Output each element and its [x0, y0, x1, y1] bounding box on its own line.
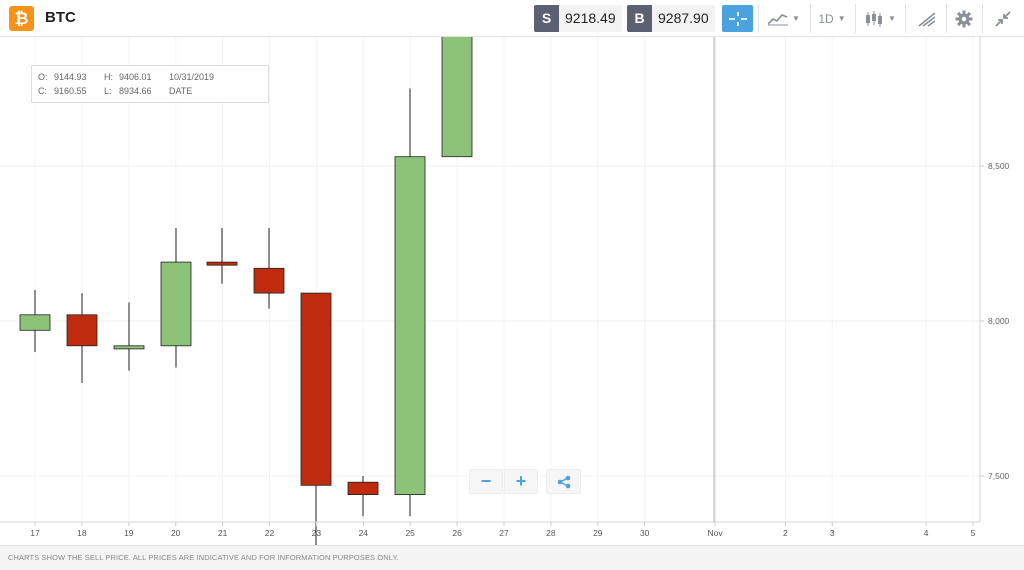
candle[interactable]: [441, 0, 473, 158]
candle[interactable]: [347, 476, 379, 517]
close-label: C:: [38, 86, 47, 96]
collapse-button[interactable]: [988, 5, 1018, 32]
candle-body-down: [206, 261, 238, 266]
settings-button[interactable]: [950, 5, 978, 32]
x-tick-label: 18: [77, 528, 87, 538]
candle[interactable]: [19, 290, 51, 352]
candlestick-icon: [866, 10, 883, 27]
chart-type-dropdown[interactable]: ▼: [860, 5, 900, 32]
buy-label: B: [627, 5, 652, 32]
x-tick-label: 17: [30, 528, 40, 538]
x-tick-label: 4: [924, 528, 929, 538]
date-label: DATE: [169, 86, 193, 96]
collapse-arrows-icon: [995, 10, 1011, 27]
x-tick-label: 27: [499, 528, 509, 538]
crosshair-icon: [728, 11, 747, 26]
high-label: H:: [104, 72, 113, 82]
x-tick-label: 28: [546, 528, 556, 538]
x-tick-label: 30: [640, 528, 650, 538]
candle-body-down: [347, 481, 379, 496]
close-value: 9160.55: [54, 86, 87, 96]
sell-price: 9218.49: [559, 5, 622, 32]
zoom-out-button[interactable]: −: [469, 469, 503, 494]
timeframe-label: 1D: [818, 11, 834, 26]
candle-body-up: [394, 156, 426, 495]
indicators-button[interactable]: ▼: [764, 5, 804, 32]
gear-icon: [955, 10, 973, 27]
x-tick-label: 23: [312, 528, 322, 538]
chevron-down-icon: ▼: [888, 14, 896, 23]
x-tick-label: 29: [593, 528, 603, 538]
share-button[interactable]: [546, 469, 581, 494]
low-label: L:: [104, 86, 112, 96]
x-tick-label: 2: [783, 528, 788, 538]
chevron-down-icon: ▼: [792, 14, 800, 23]
x-tick-label: 5: [971, 528, 976, 538]
sell-label: S: [534, 5, 559, 32]
candle[interactable]: [206, 228, 238, 284]
plus-icon: +: [515, 471, 527, 491]
disclaimer-text: CHARTS SHOW THE SELL PRICE. ALL PRICES A…: [0, 545, 1024, 570]
x-tick-label: 19: [124, 528, 134, 538]
candle-body-up: [19, 314, 51, 331]
candle-body-down: [253, 267, 285, 294]
open-label: O:: [38, 72, 48, 82]
zoom-in-button[interactable]: +: [504, 469, 538, 494]
buy-price-button[interactable]: B 9287.90: [627, 5, 715, 32]
candle[interactable]: [113, 302, 145, 371]
x-tick-label: 26: [452, 528, 462, 538]
sell-price-button[interactable]: S 9218.49: [534, 5, 622, 32]
ohlc-info-panel: O: 9144.93 H: 9406.01 10/31/2019 C: 9160…: [31, 65, 269, 103]
open-value: 9144.93: [54, 72, 87, 82]
y-tick-label: 8,000: [988, 316, 1010, 326]
x-tick-label: 20: [171, 528, 181, 538]
candle[interactable]: [66, 293, 98, 383]
minus-icon: −: [480, 471, 492, 491]
y-tick-label: 7,500: [988, 471, 1010, 481]
candle[interactable]: [253, 228, 285, 309]
x-tick-label: 24: [359, 528, 369, 538]
candle-body-down: [66, 314, 98, 347]
line-chart-icon: [768, 13, 789, 25]
x-tick-label: 21: [218, 528, 228, 538]
high-value: 9406.01: [119, 72, 152, 82]
candle[interactable]: [160, 228, 192, 368]
chart-toolbar: ₿ BTC S 9218.49 B 9287.90 ▼ 1D ▼: [0, 0, 1024, 37]
buy-price: 9287.90: [652, 5, 715, 32]
x-tick-label: 25: [405, 528, 415, 538]
candle-body-up: [113, 345, 145, 350]
crosshair-button[interactable]: [722, 5, 753, 32]
drawing-tools-button[interactable]: [910, 5, 944, 32]
candle-body-down: [300, 292, 332, 486]
candle-body-up: [441, 0, 473, 158]
candle[interactable]: [300, 292, 332, 548]
x-tick-label: 22: [265, 528, 275, 538]
x-tick-label: Nov: [707, 528, 723, 538]
asset-name: BTC: [45, 9, 76, 26]
date-value: 10/31/2019: [169, 72, 215, 82]
timeframe-dropdown[interactable]: 1D ▼: [814, 5, 850, 32]
candle[interactable]: [394, 88, 426, 517]
y-tick-label: 8,500: [988, 161, 1010, 171]
chevron-down-icon: ▼: [837, 14, 846, 23]
x-tick-label: 3: [830, 528, 835, 538]
draw-trend-icon: [918, 11, 936, 27]
low-value: 8934.66: [119, 86, 152, 96]
share-icon: [557, 475, 570, 488]
bitcoin-logo-icon: ₿: [9, 6, 34, 31]
candle-body-up: [160, 261, 192, 347]
